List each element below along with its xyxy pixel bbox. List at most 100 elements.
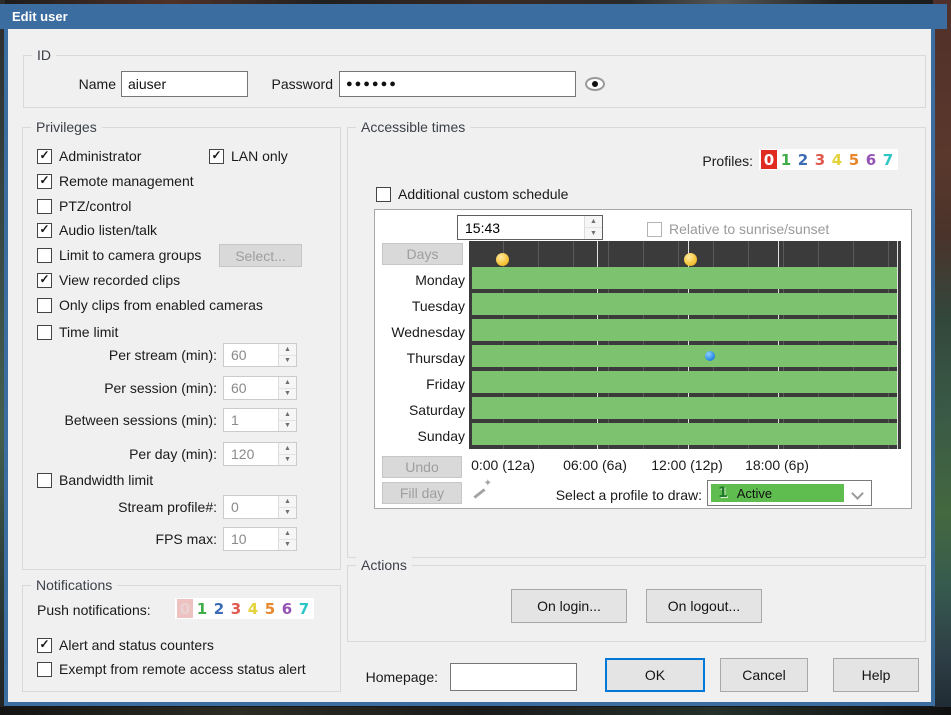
- stream-profile-spinner[interactable]: 0 ▲ ▼: [223, 495, 297, 519]
- schedule-bar-friday[interactable]: [472, 371, 897, 393]
- ptz-control-checkbox[interactable]: [37, 198, 52, 214]
- schedule-grid[interactable]: [469, 241, 901, 449]
- push-profile-digit[interactable]: 7: [296, 599, 312, 618]
- window-titlebar[interactable]: Edit user: [0, 4, 947, 29]
- push-profile-digit[interactable]: 6: [279, 599, 295, 618]
- push-profile-digit[interactable]: 5: [262, 599, 278, 618]
- selected-profile-number: 1: [718, 485, 728, 501]
- select-profile-label: Select a profile to draw:: [555, 487, 702, 503]
- per-session-spinner[interactable]: 60 ▲ ▼: [223, 376, 297, 400]
- push-profile-digit[interactable]: 1: [194, 599, 210, 618]
- time-spinner[interactable]: 15:43 ▲ ▼: [457, 215, 603, 240]
- lan-only-checkbox[interactable]: ✓: [209, 148, 224, 164]
- schedule-bar-sunday[interactable]: [472, 423, 897, 445]
- name-input[interactable]: [121, 71, 248, 97]
- exempt-checkbox[interactable]: [37, 661, 52, 677]
- custom-schedule-checkbox[interactable]: [376, 186, 391, 202]
- spinner-down-button[interactable]: ▼: [585, 228, 602, 239]
- limit-camera-groups-checkbox[interactable]: [37, 247, 52, 263]
- ptz-control-label: PTZ/control: [59, 198, 132, 214]
- magic-wand-icon[interactable]: [472, 478, 492, 501]
- ok-button[interactable]: OK: [605, 658, 705, 692]
- undo-button[interactable]: Undo: [382, 456, 462, 478]
- profile-digit[interactable]: 6: [863, 150, 879, 169]
- fps-max-value: 10: [231, 531, 247, 547]
- spinner-down-button[interactable]: ▼: [279, 355, 296, 366]
- remote-management-checkbox[interactable]: ✓: [37, 173, 52, 189]
- spinner-down-button[interactable]: ▼: [279, 507, 296, 518]
- spinner-up-button[interactable]: ▲: [279, 409, 296, 421]
- schedule-bar-thursday[interactable]: [472, 345, 897, 367]
- spinner-down-button[interactable]: ▼: [279, 420, 296, 431]
- remote-management-row: ✓ Remote management: [37, 172, 194, 190]
- alert-counters-checkbox[interactable]: ✓: [37, 637, 52, 653]
- audio-row: ✓ Audio listen/talk: [37, 221, 157, 239]
- schedule-bar-tuesday[interactable]: [472, 293, 897, 315]
- audio-checkbox[interactable]: ✓: [37, 222, 52, 238]
- profile-digit[interactable]: 3: [812, 150, 828, 169]
- actions-group-label: Actions: [356, 557, 412, 573]
- sunrise-sunset-checkbox[interactable]: [647, 221, 662, 237]
- spinner-up-button[interactable]: ▲: [279, 344, 296, 356]
- push-profile-digit[interactable]: 2: [211, 599, 227, 618]
- view-clips-checkbox[interactable]: ✓: [37, 272, 52, 288]
- days-button[interactable]: Days: [382, 243, 463, 265]
- push-profile-digit[interactable]: 4: [245, 599, 261, 618]
- profile-digit[interactable]: 4: [829, 150, 845, 169]
- spinner-up-button[interactable]: ▲: [279, 528, 296, 540]
- spinner-down-button[interactable]: ▼: [279, 539, 296, 550]
- profile-draw-select[interactable]: 1 Active: [707, 480, 872, 506]
- actions-group: Actions On login... On logout...: [347, 557, 926, 642]
- on-logout-button[interactable]: On logout...: [646, 589, 762, 623]
- schedule-bar-monday[interactable]: [472, 267, 897, 289]
- window-title: Edit user: [12, 9, 68, 24]
- between-sessions-spinner[interactable]: 1 ▲ ▼: [223, 408, 297, 432]
- time-limit-checkbox[interactable]: [37, 324, 52, 340]
- cancel-button[interactable]: Cancel: [720, 658, 808, 692]
- show-password-eye-icon[interactable]: [585, 77, 605, 91]
- day-label: Wednesday: [391, 324, 465, 340]
- schedule-bar-wednesday[interactable]: [472, 319, 897, 341]
- spinner-up-button[interactable]: ▲: [279, 377, 296, 389]
- fps-max-spinner[interactable]: 10 ▲ ▼: [223, 527, 297, 551]
- custom-schedule-row: Additional custom schedule: [376, 185, 568, 203]
- exempt-label: Exempt from remote access status alert: [59, 661, 306, 677]
- profile-digit[interactable]: 2: [795, 150, 811, 169]
- push-profile-digit[interactable]: 0: [177, 599, 193, 618]
- only-enabled-clips-checkbox[interactable]: [37, 297, 52, 313]
- spinner-up-button[interactable]: ▲: [279, 496, 296, 508]
- spinner-down-button[interactable]: ▼: [279, 388, 296, 399]
- schedule-bar-saturday[interactable]: [472, 397, 897, 419]
- on-login-button[interactable]: On login...: [511, 589, 627, 623]
- per-day-spinner[interactable]: 120 ▲ ▼: [223, 442, 297, 466]
- help-button[interactable]: Help: [833, 658, 919, 692]
- selected-profile-swatch: 1 Active: [711, 484, 844, 502]
- day-label: Thursday: [406, 350, 465, 366]
- grid-right-line: [897, 241, 898, 449]
- spinner-down-button[interactable]: ▼: [279, 454, 296, 465]
- profile-digit[interactable]: 5: [846, 150, 862, 169]
- profile-digit[interactable]: 0: [761, 150, 777, 169]
- desktop-background-right: [933, 0, 951, 715]
- axis-label-0000: 0:00 (12a): [471, 457, 535, 473]
- profile-digit[interactable]: 7: [880, 150, 896, 169]
- id-group-label: ID: [32, 47, 56, 63]
- select-groups-button[interactable]: Select...: [219, 244, 302, 267]
- profile-digit[interactable]: 1: [778, 150, 794, 169]
- fps-max-label: FPS max:: [155, 531, 217, 547]
- push-notifications-label: Push notifications:: [37, 602, 151, 618]
- administrator-checkbox[interactable]: ✓: [37, 148, 52, 164]
- id-group: ID Name Password: [23, 47, 926, 108]
- per-stream-value: 60: [231, 347, 247, 363]
- schedule-panel: 15:43 ▲ ▼ Relative to sunrise/sunset Days: [374, 209, 912, 509]
- bandwidth-limit-checkbox[interactable]: [37, 472, 52, 488]
- spinner-up-button[interactable]: ▲: [279, 443, 296, 455]
- password-input[interactable]: [339, 71, 576, 97]
- between-sessions-label: Between sessions (min):: [64, 412, 217, 428]
- homepage-input[interactable]: [450, 663, 577, 691]
- spinner-up-button[interactable]: ▲: [585, 216, 602, 228]
- fill-day-button[interactable]: Fill day: [382, 482, 462, 504]
- push-profile-digit[interactable]: 3: [228, 599, 244, 618]
- remote-management-label: Remote management: [59, 173, 194, 189]
- per-stream-spinner[interactable]: 60 ▲ ▼: [223, 343, 297, 367]
